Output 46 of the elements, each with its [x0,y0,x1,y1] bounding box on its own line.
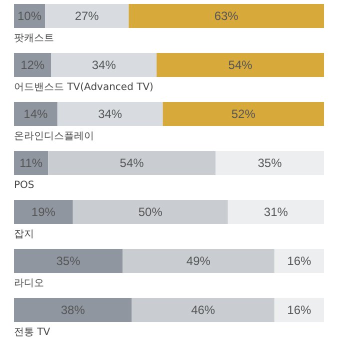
data-label: 46% [191,303,216,317]
bar [128,4,324,28]
data-label: 16% [287,303,312,317]
data-label: 49% [186,254,211,268]
data-label: 35% [258,156,282,170]
data-label: 19% [31,205,56,219]
y-tick-label: 어드밴스드 TV(Advanced TV) [14,82,154,93]
y-tick-label: 잡지 [14,229,34,240]
y-tick-label: POS [14,180,34,191]
data-label: 34% [92,58,116,72]
data-label: 38% [60,303,86,317]
bar [228,200,324,224]
y-tick-label: 라디오 [14,278,44,289]
bar [14,249,122,273]
bar [132,298,274,322]
data-label: 14% [24,107,48,121]
y-tick-label: 온라인디스플레이 [14,131,94,142]
data-label: 16% [287,254,312,268]
bar [122,249,274,273]
data-label: 54% [228,58,253,72]
data-label: 11% [19,156,43,170]
data-label: 52% [231,107,256,121]
bar [14,298,132,322]
data-label: 31% [264,205,288,219]
bar [14,200,73,224]
data-label: 12% [20,58,45,72]
bar [162,102,324,126]
bar [48,151,216,175]
bar [51,53,157,77]
bar [72,200,228,224]
y-tick-label: 팟캐스트 [14,33,54,44]
data-label: 50% [138,205,163,219]
data-label: 54% [120,156,144,170]
data-label: 34% [98,107,122,121]
data-label: 35% [56,254,81,268]
bar [274,298,324,322]
data-label: 63% [214,9,239,23]
bar [57,102,163,126]
bar [156,53,324,77]
data-label: 27% [74,9,100,23]
bar [45,4,129,28]
data-label: 10% [17,9,42,23]
bar [216,151,324,175]
y-tick-label: 전통 TV [14,327,50,338]
bar [14,102,58,126]
bar [274,249,324,273]
